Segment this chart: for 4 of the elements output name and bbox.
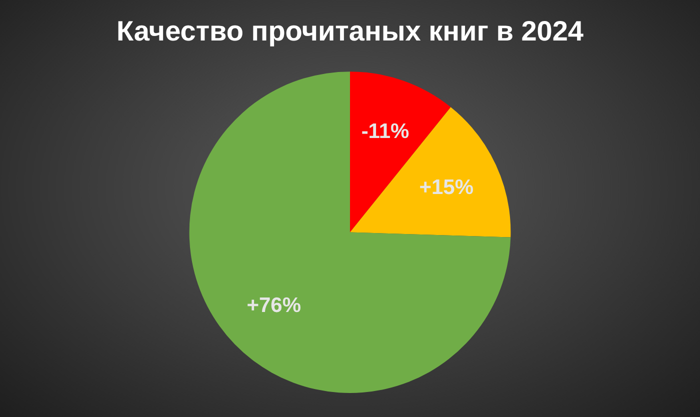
chart-title: Качество прочитаных книг в 2024: [116, 16, 584, 47]
slice-label: +15%: [419, 176, 474, 199]
slice-label: +76%: [246, 294, 302, 317]
slice-label: -11%: [361, 120, 410, 144]
